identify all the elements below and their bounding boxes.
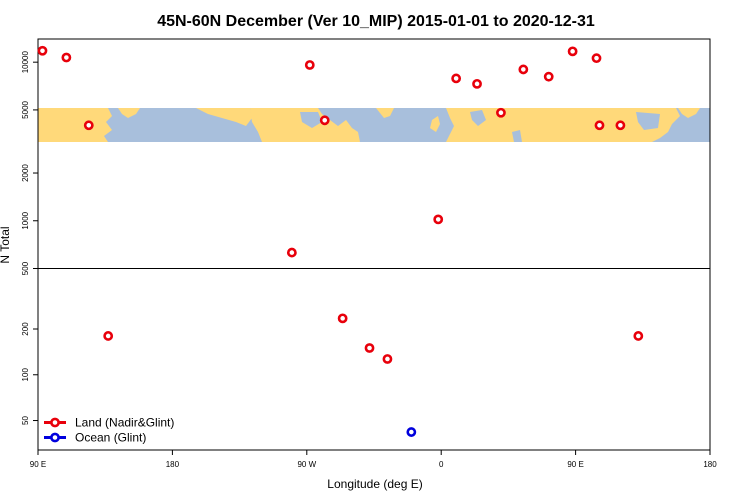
land-data-point [633,331,644,341]
map-land-baltic [470,110,486,126]
land-data-point [37,45,48,56]
map-land-caspian [512,130,522,142]
x-axis-ticks: 90 E 180 90 W 0 90 E 180 [30,450,717,469]
land-data-point [83,120,94,131]
map-land-alaska [196,108,252,126]
land-data-point [286,247,297,258]
x-axis-label: Longitude (deg E) [327,477,422,491]
map-land-north-america [250,108,360,142]
legend-ocean-label: Ocean (Glint) [75,431,146,445]
y-axis-ticks: 50 100 200 500 1000 2000 5000 10000 [21,51,38,425]
map-land-hudson [300,112,322,128]
map-land-eurasia-east [38,108,112,142]
land-data-point [337,313,348,324]
x-tick-label: 180 [166,460,180,469]
map-land-okhotsk [636,112,660,130]
legend-land-marker [50,417,60,428]
y-tick-label: 50 [21,416,30,425]
y-tick-label: 1000 [21,211,30,229]
land-data-point [304,60,315,70]
land-data-point [615,120,626,131]
world-map-strip [38,108,710,142]
land-data-point [103,331,114,341]
x-tick-label: 180 [703,460,717,469]
map-land-europe-asia [446,108,680,142]
land-data-point [319,115,330,126]
ocean-data-point [406,427,417,437]
plot-frame [37,38,711,451]
land-data-point [518,64,529,75]
legend: Land (Nadir&Glint) Ocean (Glint) [44,416,174,445]
y-tick-label: 100 [21,368,30,382]
chart-title: 45N-60N December (Ver 10_MIP) 2015-01-01… [157,13,595,30]
land-data-point [433,214,444,225]
x-tick-label: 90 W [297,460,316,469]
data-points [37,45,644,437]
land-data-point [543,71,554,82]
y-tick-label: 200 [21,322,30,336]
land-data-point [594,120,605,131]
land-data-point [591,53,602,64]
land-data-point [472,78,482,89]
x-tick-label: 0 [439,460,444,469]
map-land-kamchatka-right [678,108,700,118]
y-tick-label: 5000 [21,100,30,118]
x-tick-label: 90 E [567,460,583,469]
land-data-point [451,73,462,84]
y-tick-label: 2000 [21,164,30,182]
map-land-kamchatka [118,108,140,118]
land-data-point [382,354,393,364]
land-data-point [567,46,578,57]
legend-land-label: Land (Nadir&Glint) [75,416,174,430]
map-land-greenland [376,108,394,118]
x-tick-label: 90 E [30,460,46,469]
map-land-uk-ireland [430,116,440,132]
y-tick-label: 10000 [21,51,30,74]
land-data-point [496,107,506,118]
land-data-point [364,343,375,353]
legend-ocean-marker [50,432,60,443]
land-data-point [61,52,72,63]
y-tick-label: 500 [21,261,30,275]
y-axis-label: N Total [0,226,12,263]
